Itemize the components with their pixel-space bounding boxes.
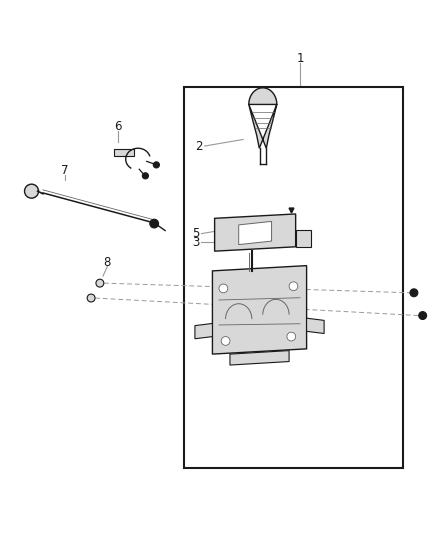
Circle shape xyxy=(287,332,296,341)
Circle shape xyxy=(87,294,95,302)
Text: 5: 5 xyxy=(193,227,200,240)
Polygon shape xyxy=(307,318,324,334)
Circle shape xyxy=(150,219,159,228)
Circle shape xyxy=(219,284,228,293)
Polygon shape xyxy=(195,324,212,339)
Circle shape xyxy=(419,312,427,319)
Polygon shape xyxy=(296,230,311,247)
Circle shape xyxy=(153,162,159,168)
Circle shape xyxy=(410,289,418,297)
Polygon shape xyxy=(239,221,272,245)
Circle shape xyxy=(96,279,104,287)
Bar xyxy=(184,87,403,468)
Circle shape xyxy=(142,173,148,179)
Polygon shape xyxy=(114,149,134,156)
Circle shape xyxy=(221,336,230,345)
Polygon shape xyxy=(230,351,289,365)
Polygon shape xyxy=(215,214,296,251)
Polygon shape xyxy=(249,88,277,148)
Polygon shape xyxy=(212,265,307,354)
Circle shape xyxy=(25,184,39,198)
Text: 2: 2 xyxy=(195,140,203,152)
Text: 6: 6 xyxy=(114,120,122,133)
Text: 8: 8 xyxy=(104,256,111,269)
Text: 3: 3 xyxy=(193,236,200,249)
Text: 7: 7 xyxy=(61,164,69,176)
Text: 1: 1 xyxy=(296,52,304,65)
Circle shape xyxy=(289,282,298,290)
